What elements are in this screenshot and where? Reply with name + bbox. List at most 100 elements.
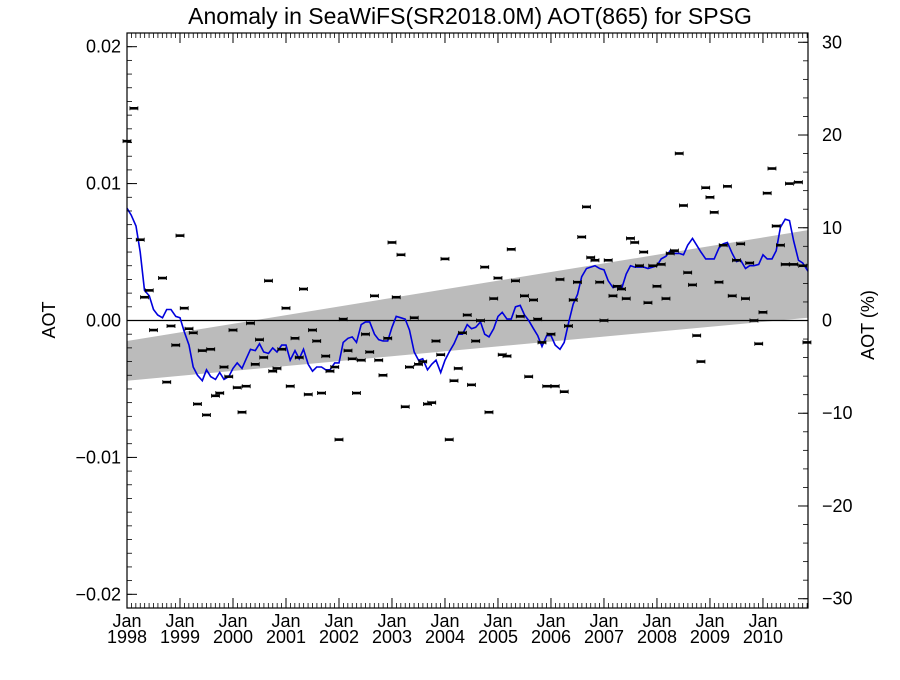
data-point bbox=[674, 151, 684, 156]
data-point bbox=[590, 258, 600, 263]
data-point bbox=[723, 184, 732, 189]
data-point bbox=[140, 295, 149, 300]
data-point bbox=[383, 336, 393, 341]
data-point bbox=[780, 262, 790, 267]
data-point bbox=[193, 402, 202, 407]
data-point bbox=[714, 280, 724, 285]
data-point bbox=[568, 297, 578, 302]
x-tick-label: Jan bbox=[748, 611, 777, 631]
data-point bbox=[162, 380, 172, 385]
x-tick-label: Jan bbox=[536, 611, 565, 631]
data-point bbox=[418, 359, 428, 364]
data-point bbox=[688, 282, 697, 287]
data-point bbox=[255, 337, 264, 342]
data-point bbox=[321, 354, 331, 359]
data-point bbox=[347, 356, 357, 361]
data-point bbox=[656, 262, 666, 267]
data-point bbox=[374, 358, 384, 363]
data-point bbox=[211, 393, 220, 398]
data-point bbox=[299, 287, 308, 292]
data-point bbox=[573, 280, 582, 285]
data-point bbox=[171, 343, 181, 348]
data-point bbox=[718, 243, 728, 248]
y2-tick-label: 20 bbox=[822, 125, 842, 145]
data-point bbox=[365, 349, 375, 354]
data-point bbox=[259, 355, 269, 360]
data-point bbox=[683, 270, 693, 275]
data-point bbox=[179, 306, 189, 311]
data-point bbox=[343, 348, 353, 353]
data-point bbox=[458, 330, 467, 335]
data-point bbox=[330, 365, 340, 370]
x-tick-sublabel: 2002 bbox=[319, 627, 359, 647]
x-tick-sublabel: 2001 bbox=[266, 627, 306, 647]
x-tick-sublabel: 2003 bbox=[372, 627, 412, 647]
data-point bbox=[586, 255, 596, 260]
data-point bbox=[264, 278, 273, 283]
data-point bbox=[506, 247, 516, 252]
x-tick-sublabel: 2007 bbox=[584, 627, 624, 647]
data-point bbox=[387, 240, 397, 245]
data-point bbox=[325, 369, 335, 374]
data-point bbox=[732, 258, 741, 263]
x-tick-label: Jan bbox=[165, 611, 194, 631]
x-tick-label: Jan bbox=[324, 611, 353, 631]
data-point bbox=[338, 317, 348, 322]
data-point bbox=[290, 336, 300, 341]
data-point bbox=[158, 276, 167, 281]
data-point bbox=[135, 237, 145, 242]
y2-tick-label: 10 bbox=[822, 218, 842, 238]
data-point bbox=[391, 295, 401, 300]
data-point bbox=[529, 297, 538, 302]
data-point bbox=[524, 374, 534, 379]
data-point bbox=[303, 392, 313, 397]
data-point bbox=[789, 262, 799, 267]
data-point bbox=[701, 185, 711, 190]
data-point bbox=[785, 181, 794, 186]
x-tick-sublabel: 1998 bbox=[107, 627, 147, 647]
x-tick-sublabel: 2010 bbox=[743, 627, 783, 647]
data-point bbox=[317, 391, 326, 396]
x-tick-label: Jan bbox=[430, 611, 459, 631]
data-point bbox=[559, 389, 569, 394]
data-point bbox=[537, 340, 547, 345]
data-point bbox=[582, 204, 591, 209]
data-point bbox=[378, 373, 388, 378]
data-point bbox=[621, 296, 631, 301]
data-point bbox=[533, 317, 543, 322]
data-point bbox=[709, 210, 719, 215]
x-tick-label: Jan bbox=[695, 611, 724, 631]
data-point bbox=[480, 265, 490, 270]
data-point bbox=[626, 236, 635, 241]
data-point bbox=[630, 240, 640, 245]
data-point bbox=[202, 412, 211, 417]
data-point bbox=[272, 366, 282, 371]
data-point bbox=[250, 362, 260, 367]
data-point bbox=[129, 106, 139, 111]
data-point bbox=[241, 384, 251, 389]
data-point bbox=[661, 296, 671, 301]
x-tick-sublabel: 2000 bbox=[213, 627, 253, 647]
data-point bbox=[285, 384, 295, 389]
data-point bbox=[802, 340, 812, 345]
data-point bbox=[206, 347, 216, 352]
y-tick-label: −0.02 bbox=[75, 584, 121, 604]
data-point bbox=[308, 328, 317, 333]
x-tick-label: Jan bbox=[218, 611, 247, 631]
y-tick-label: 0.00 bbox=[86, 311, 121, 331]
y2-tick-label: −30 bbox=[822, 589, 853, 609]
data-point bbox=[409, 315, 419, 320]
data-point bbox=[546, 332, 556, 337]
data-point bbox=[277, 347, 287, 352]
data-point bbox=[670, 248, 679, 253]
data-point bbox=[643, 300, 653, 305]
data-point bbox=[595, 280, 605, 285]
y2-tick-label: 30 bbox=[822, 32, 842, 52]
x-tick-sublabel: 2006 bbox=[531, 627, 571, 647]
data-point bbox=[467, 382, 476, 387]
data-point bbox=[188, 330, 198, 335]
data-point bbox=[603, 258, 613, 263]
data-point bbox=[696, 359, 706, 364]
data-point bbox=[577, 234, 587, 239]
